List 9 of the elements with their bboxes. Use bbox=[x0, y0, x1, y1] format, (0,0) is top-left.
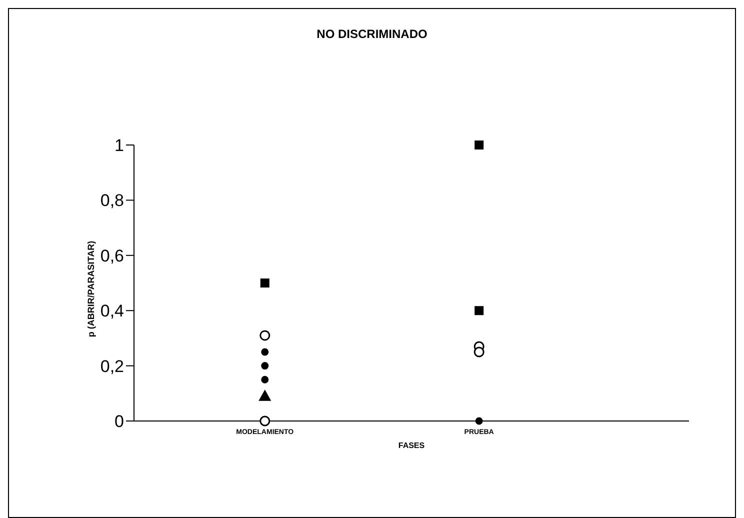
y-tick-label: 1 bbox=[114, 136, 124, 156]
x-axis-title: FASES bbox=[397, 441, 426, 450]
y-tick-label: 0 bbox=[114, 412, 124, 432]
y-tick-label: 0,2 bbox=[100, 356, 124, 376]
chart-title: NO DISCRIMINADO bbox=[316, 27, 428, 41]
y-tick-label: 0,8 bbox=[100, 191, 124, 210]
y-axis-title: p (ABRIR/PARASITAR) bbox=[86, 240, 96, 338]
y-tick-label: 0,6 bbox=[100, 246, 124, 266]
y-tick-label: 0,4 bbox=[100, 302, 124, 321]
